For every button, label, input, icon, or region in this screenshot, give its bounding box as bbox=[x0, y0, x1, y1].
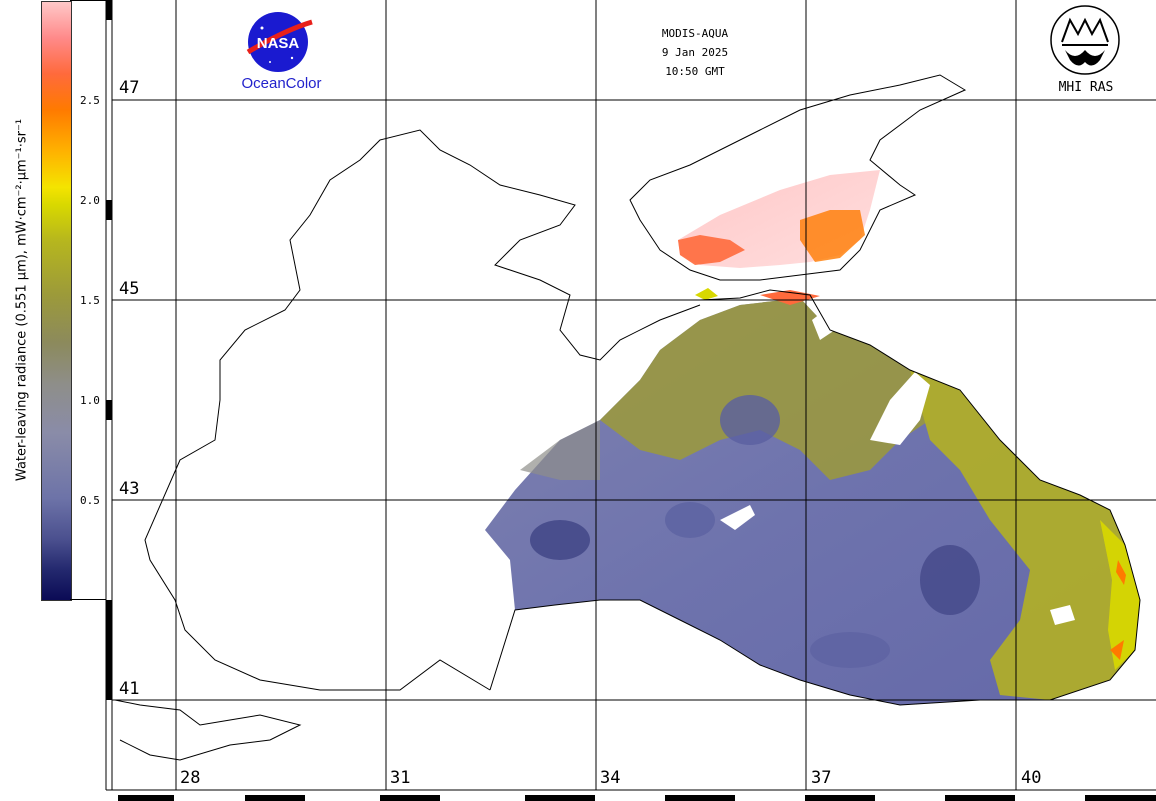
nasa-emblem-text: NASA bbox=[257, 35, 300, 52]
colorbar bbox=[41, 1, 72, 601]
lat-label-45: 45 bbox=[119, 279, 140, 299]
graticule bbox=[112, 0, 1156, 790]
lon-label-34: 34 bbox=[600, 768, 621, 788]
mhi-ras-logo-icon bbox=[1050, 5, 1120, 75]
acquisition-date: 9 Jan 2025 bbox=[661, 46, 729, 59]
coastline bbox=[114, 74, 1141, 761]
colorbar-tick-2-5: 2.5 bbox=[80, 94, 100, 107]
sensor-name: MODIS-AQUA bbox=[661, 27, 729, 40]
nasa-caption: OceanColor bbox=[241, 75, 322, 92]
lat-label-43: 43 bbox=[119, 479, 140, 499]
azov-radiance bbox=[678, 170, 880, 305]
lon-label-40: 40 bbox=[1021, 768, 1042, 788]
lat-label-41: 41 bbox=[119, 679, 140, 699]
nasa-logo-icon: NASA bbox=[246, 12, 313, 72]
mhi-caption: MHI RAS bbox=[1058, 80, 1114, 95]
colorbar-tick-0-5: 0.5 bbox=[80, 494, 100, 507]
colorbar-tick-2-0: 2.0 bbox=[80, 194, 100, 207]
black-sea-radiance bbox=[485, 298, 1140, 705]
acquisition-time: 10:50 GMT bbox=[665, 65, 725, 78]
left-axis bbox=[105, 0, 113, 790]
lon-label-31: 31 bbox=[390, 768, 411, 788]
acquisition-info: MODIS-AQUA 9 Jan 2025 10:50 GMT bbox=[600, 24, 790, 81]
lat-label-47: 47 bbox=[119, 78, 140, 98]
colorbar-tick-frame bbox=[70, 0, 106, 600]
lon-label-28: 28 bbox=[180, 768, 201, 788]
bottom-scale-bar bbox=[106, 789, 1156, 801]
lon-label-37: 37 bbox=[811, 768, 832, 788]
colorbar-tick-1-5: 1.5 bbox=[80, 294, 100, 307]
colorbar-tick-1-0: 1.0 bbox=[80, 394, 100, 407]
